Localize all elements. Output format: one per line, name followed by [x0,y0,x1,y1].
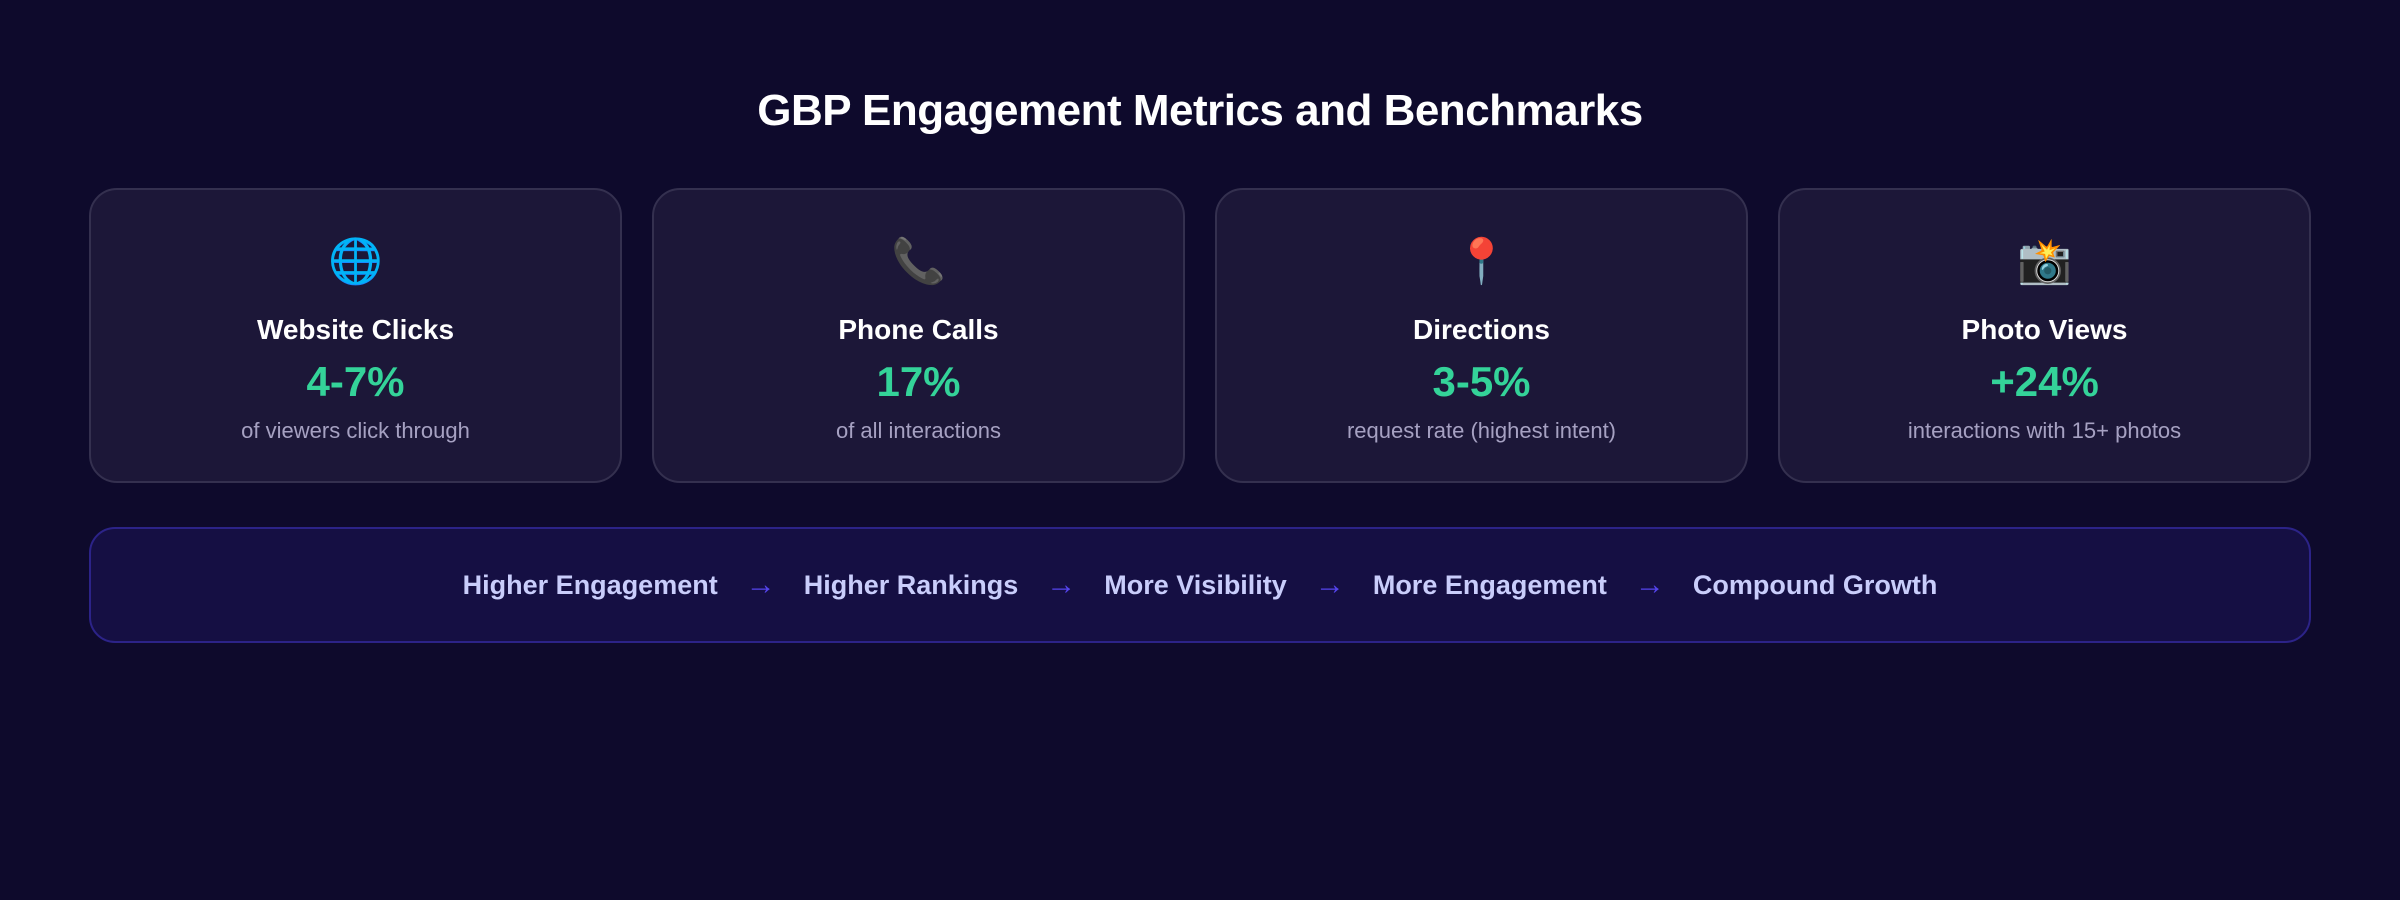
metric-value: 17% [876,358,961,405]
arrow-right-icon: → [1046,568,1077,601]
metric-cards: 🌐 Website Clicks 4-7% of viewers click t… [89,188,2311,483]
metric-card-photo-views: 📸 Photo Views +24% interactions with 15+… [1778,188,2311,483]
flow-step: Higher Engagement [462,569,718,600]
metric-title: Directions [1413,314,1550,345]
pin-icon: 📍 [1454,236,1509,287]
metric-title: Website Clicks [256,314,455,345]
metric-subtitle: interactions with 15+ photos [1907,418,2182,443]
flow-step: More Visibility [1104,569,1287,600]
metric-title: Photo Views [1961,314,2128,345]
camera-flash-icon: 📸 [2017,236,2072,287]
metric-title: Phone Calls [838,314,999,345]
flow-step: Higher Rankings [803,569,1019,600]
globe-icon: 🌐 [328,236,383,287]
metric-card-directions: 📍 Directions 3-5% request rate (highest … [1215,188,1748,483]
flow-step: More Engagement [1372,569,1607,600]
growth-flow-banner: Higher Engagement → Higher Rankings → Mo… [89,527,2311,643]
metric-card-website-clicks: 🌐 Website Clicks 4-7% of viewers click t… [89,188,622,483]
metric-value: +24% [1990,358,2099,405]
metric-subtitle: of all interactions [835,418,1002,443]
phone-icon: 📞 [891,236,946,287]
page-title: GBP Engagement Metrics and Benchmarks [757,86,1643,135]
arrow-right-icon: → [1634,568,1665,601]
metric-value: 4-7% [306,358,405,405]
metric-subtitle: request rate (highest intent) [1346,418,1617,443]
metric-card-phone-calls: 📞 Phone Calls 17% of all interactions [652,188,1185,483]
metric-value: 3-5% [1432,358,1531,405]
metric-subtitle: of viewers click through [241,418,470,443]
arrow-right-icon: → [1314,568,1345,601]
flow-step: Compound Growth [1692,569,1938,600]
arrow-right-icon: → [745,568,776,601]
